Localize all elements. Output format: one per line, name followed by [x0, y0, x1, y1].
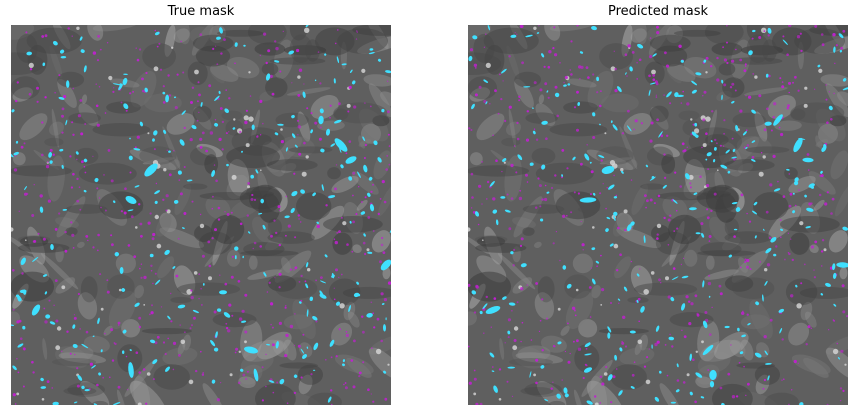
panel-title-true-mask: True mask — [167, 4, 235, 19]
predicted-mask-panel: Predicted mask — [468, 0, 848, 415]
true-mask-panel: True mask — [11, 0, 391, 415]
panel-title-predicted-mask: Predicted mask — [607, 4, 709, 19]
predicted-mask-overlay — [468, 25, 848, 405]
true-mask-overlay — [11, 25, 391, 405]
true-mask-image — [11, 25, 391, 405]
predicted-mask-image — [468, 25, 848, 405]
